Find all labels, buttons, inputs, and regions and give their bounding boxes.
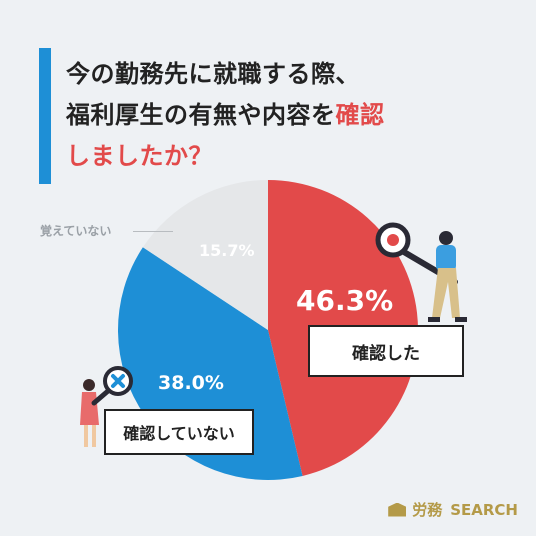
brand-icon bbox=[388, 502, 407, 517]
slice-label-forgot: 覚えていない bbox=[40, 224, 112, 238]
title-line-2: 福利厚生の有無や内容を確認 bbox=[66, 95, 516, 136]
pct-label-forgot: 15.7% bbox=[199, 241, 255, 260]
slice-leader-line bbox=[133, 231, 173, 232]
label-confirmed: 確認した bbox=[308, 325, 464, 377]
brand-name: 労務 bbox=[412, 501, 443, 519]
label-not-confirmed: 確認していない bbox=[104, 409, 254, 455]
brand-logo: 労務 SEARCH bbox=[388, 499, 518, 520]
title-line-3: しましたか？ bbox=[66, 142, 213, 170]
slice-forgot bbox=[142, 180, 268, 330]
title-accent-bar bbox=[39, 48, 51, 184]
pct-label-confirmed: 46.3% bbox=[296, 284, 394, 317]
title-highlight: 確認 bbox=[335, 101, 385, 129]
brand-suffix: SEARCH bbox=[450, 500, 518, 519]
page-title: 今の勤務先に就職する際、 福利厚生の有無や内容を確認 しましたか？ bbox=[66, 54, 516, 177]
title-line-2-text: 福利厚生の有無や内容を bbox=[66, 101, 336, 129]
magnifier-person-illustration bbox=[375, 222, 467, 322]
pct-label-not-confirmed: 38.0% bbox=[158, 372, 224, 394]
title-line-1: 今の勤務先に就職する際、 bbox=[66, 60, 360, 88]
magnifier-x-illustration bbox=[80, 366, 133, 447]
